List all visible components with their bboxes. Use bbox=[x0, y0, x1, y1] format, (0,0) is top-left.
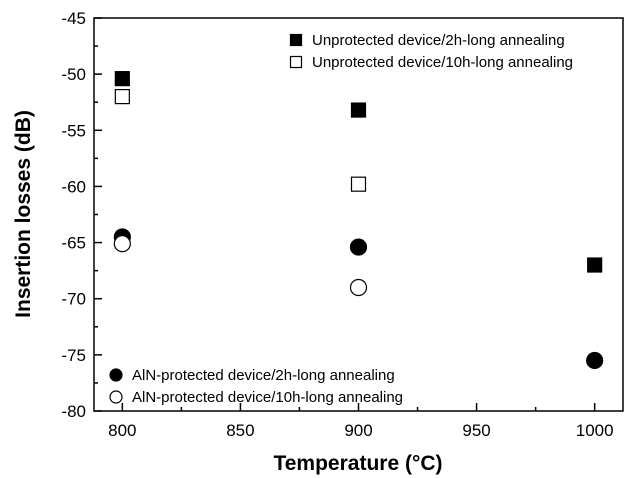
x-tick-label: 1000 bbox=[576, 421, 614, 440]
x-tick-label: 900 bbox=[344, 421, 372, 440]
legend-label: Unprotected device/10h-long annealing bbox=[312, 54, 573, 71]
y-tick-label: -75 bbox=[61, 346, 86, 365]
legend-label: AlN-protected device/10h-long annealing bbox=[132, 389, 403, 406]
y-tick-label: -65 bbox=[61, 234, 86, 253]
data-point-series-3 bbox=[349, 278, 368, 297]
axis-tick-labels: 800 850 900 950 1000 -80 -75 -70 -65 -60 -55 -50 -45 bbox=[61, 9, 613, 440]
legend-label: Unprotected device/2h-long annealing bbox=[312, 32, 565, 49]
plot-area bbox=[93, 17, 624, 412]
x-axis-title: Temperature (°C) bbox=[273, 452, 442, 475]
legend: Unprotected device/2h-long annealing Unpr… bbox=[109, 32, 573, 406]
data-point-series-1 bbox=[114, 88, 130, 105]
legend-marker bbox=[109, 390, 123, 404]
data-point-series-0 bbox=[350, 102, 367, 118]
y-tick-label: -55 bbox=[61, 121, 86, 140]
data-point-series-2 bbox=[349, 238, 368, 256]
data-point-series-1 bbox=[350, 176, 367, 192]
axis-ticks bbox=[94, 17, 596, 412]
data-point-series-2 bbox=[586, 351, 604, 370]
y-tick-label: -60 bbox=[61, 177, 86, 196]
x-tick-label: 850 bbox=[226, 421, 254, 440]
legend-marker bbox=[289, 33, 303, 47]
y-tick-label: -45 bbox=[61, 9, 86, 28]
data-point-series-0 bbox=[587, 257, 603, 273]
x-tick-label: 950 bbox=[462, 421, 490, 440]
x-tick-label: 800 bbox=[108, 421, 136, 440]
data-point-series-3 bbox=[113, 235, 131, 253]
y-axis-title: Insertion losses (dB) bbox=[12, 110, 35, 318]
legend-marker bbox=[289, 55, 303, 69]
legend-marker bbox=[109, 368, 123, 382]
data-point-series-0 bbox=[114, 71, 130, 87]
legend-label: AlN-protected device/2h-long annealing bbox=[132, 367, 395, 384]
y-tick-label: -50 bbox=[61, 65, 86, 84]
data-points bbox=[113, 71, 604, 370]
y-tick-label: -80 bbox=[61, 402, 86, 421]
y-tick-label: -70 bbox=[61, 290, 86, 309]
